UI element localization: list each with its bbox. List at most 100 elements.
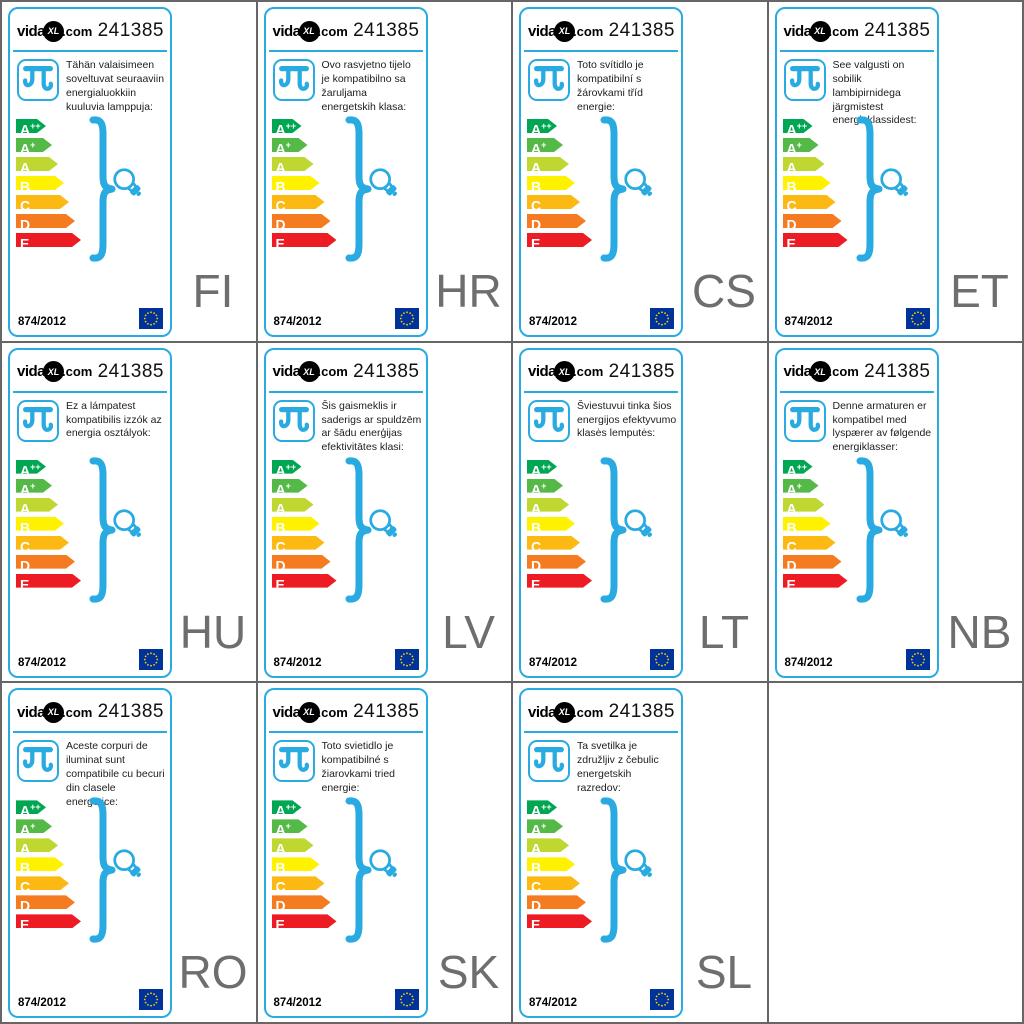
energy-class-sup: ++	[30, 802, 41, 813]
regulation-number: 874/2012	[529, 997, 577, 1010]
energy-class-label: B	[787, 517, 797, 535]
energy-class-arrow: E	[16, 914, 81, 928]
logo-xl-badge-icon: XL	[554, 701, 576, 723]
logo-xl-badge-icon: XL	[809, 20, 831, 42]
energy-class-label: A	[531, 498, 541, 516]
lightbulb-icon	[879, 509, 908, 537]
energy-class-label: A+	[276, 819, 291, 837]
lightbulb-icon	[624, 168, 653, 197]
logo-text-vida: vida	[272, 703, 302, 721]
brace-graphic	[345, 797, 371, 943]
energy-class-arrow: B	[527, 176, 575, 190]
language-code: RO	[178, 946, 248, 999]
energy-class-label: D	[276, 895, 286, 913]
energy-class-arrow: A	[527, 838, 569, 852]
energy-class-sup: +	[285, 821, 291, 832]
energy-class-label: A++	[20, 800, 41, 818]
brace-graphic	[89, 797, 116, 943]
eu-flag-icon	[394, 308, 419, 329]
energy-class-arrow: C	[783, 195, 836, 209]
energy-class-list: A++ A+ A B C D E	[783, 460, 848, 593]
logo-text-com: .com	[573, 364, 604, 380]
luminaire-icon	[783, 59, 826, 101]
energy-class-label: A++	[20, 119, 41, 137]
energy-class-letter: A	[786, 140, 797, 157]
regulation-number: 874/2012	[784, 656, 833, 669]
compatibility-text: Ovo rasvjetno tijelo je kompatibilno sa …	[321, 59, 411, 113]
logo-text-com: .com	[828, 364, 859, 380]
energy-class-label: C	[276, 195, 286, 213]
energy-class-label: E	[20, 233, 29, 251]
energy-class-arrow: A+	[783, 138, 819, 152]
energy-class-label: C	[276, 536, 286, 554]
energy-class-arrow: C	[16, 195, 69, 209]
energy-class-list: A++ A+ A B C D E	[16, 460, 81, 593]
energy-class-arrow: A	[16, 498, 58, 512]
energy-class-letter: C	[531, 878, 542, 895]
energy-class-label: E	[531, 574, 540, 592]
energy-class-letter: A	[275, 159, 286, 176]
energy-class-arrow: A+	[272, 138, 308, 152]
energy-label-card: vida XL .com 241385 Ez a lámpatest kompa…	[8, 347, 172, 678]
luminaire-icon	[783, 399, 826, 442]
energy-class-letter: A	[531, 481, 542, 498]
eu-flag-icon	[394, 648, 419, 670]
energy-class-letter: A	[275, 140, 286, 157]
vidaxl-logo: vida XL .com	[273, 20, 348, 42]
energy-class-sup: ++	[541, 121, 552, 131]
energy-class-sup: +	[285, 140, 291, 150]
energy-class-letter: D	[20, 897, 31, 914]
energy-class-label: E	[531, 233, 540, 251]
eu-flag-icon	[905, 308, 930, 329]
energy-class-arrow: D	[783, 555, 842, 569]
energy-class-letter: D	[275, 897, 286, 914]
compatibility-text: Toto svietidlo je kompatibilné s žiarovk…	[321, 740, 396, 794]
compatibility-text: Toto svítidlo je kompatibilní s žárovkam…	[577, 59, 644, 113]
regulation-number: 874/2012	[273, 997, 322, 1010]
card-header: vida XL .com 241385	[273, 356, 420, 388]
energy-class-arrow: D	[783, 214, 842, 228]
logo-text-vida: vida	[17, 22, 46, 40]
language-code: CS	[692, 265, 756, 317]
energy-class-letter: E	[20, 916, 30, 933]
energy-label-card: vida XL .com 241385 Toto svietidlo je ko…	[263, 688, 428, 1019]
energy-class-label: E	[787, 233, 796, 251]
compatibility-text: Šviestuvui tinka šios energijos efektyvu…	[577, 399, 677, 440]
logo-text-vida: vida	[528, 22, 557, 40]
energy-class-letter: C	[20, 878, 31, 895]
logo-xl-badge-icon: XL	[554, 361, 576, 383]
energy-class-arrow: B	[272, 517, 320, 531]
energy-class-arrow: B	[272, 176, 320, 190]
energy-class-arrow: A+	[527, 479, 563, 493]
energy-class-sup: +	[30, 480, 36, 491]
energy-class-label: A+	[531, 819, 546, 837]
energy-class-list: A++ A+ A B C D E	[527, 800, 592, 933]
energy-class-arrow: A	[783, 157, 825, 171]
energy-class-letter: A	[786, 481, 797, 498]
energy-class-sup: ++	[30, 461, 41, 472]
lightbulb-icon	[113, 509, 142, 537]
energy-class-arrow: A+	[16, 479, 52, 493]
energy-class-label: A++	[20, 460, 41, 478]
energy-label-card: vida XL .com 241385 Ovo rasvjetno tijelo…	[263, 7, 428, 337]
logo-text-vida: vida	[17, 363, 46, 381]
energy-class-letter: C	[275, 538, 286, 555]
energy-class-arrow: D	[16, 555, 75, 569]
logo-xl-badge-icon: XL	[43, 361, 65, 383]
logo-text-vida: vida	[783, 363, 813, 381]
lightbulb-icon	[113, 168, 142, 197]
label-cell: vida XL .com 241385 Toto svítidlo je kom…	[513, 2, 769, 343]
energy-class-letter: A	[20, 481, 31, 498]
energy-class-label: D	[276, 555, 286, 573]
energy-class-label: B	[20, 857, 30, 875]
vidaxl-logo: vida XL .com	[17, 20, 92, 42]
energy-class-label: A	[787, 498, 797, 516]
energy-class-arrow: B	[16, 517, 64, 531]
compatibility-text: Ez a lámpatest kompatibilis izzók az ene…	[66, 399, 162, 440]
luminaire-icon	[272, 740, 315, 783]
energy-class-label: B	[276, 857, 286, 875]
energy-class-letter: B	[275, 178, 286, 195]
regulation-number: 874/2012	[273, 316, 322, 328]
energy-class-arrow: D	[272, 555, 331, 569]
energy-class-letter: A	[531, 821, 542, 838]
